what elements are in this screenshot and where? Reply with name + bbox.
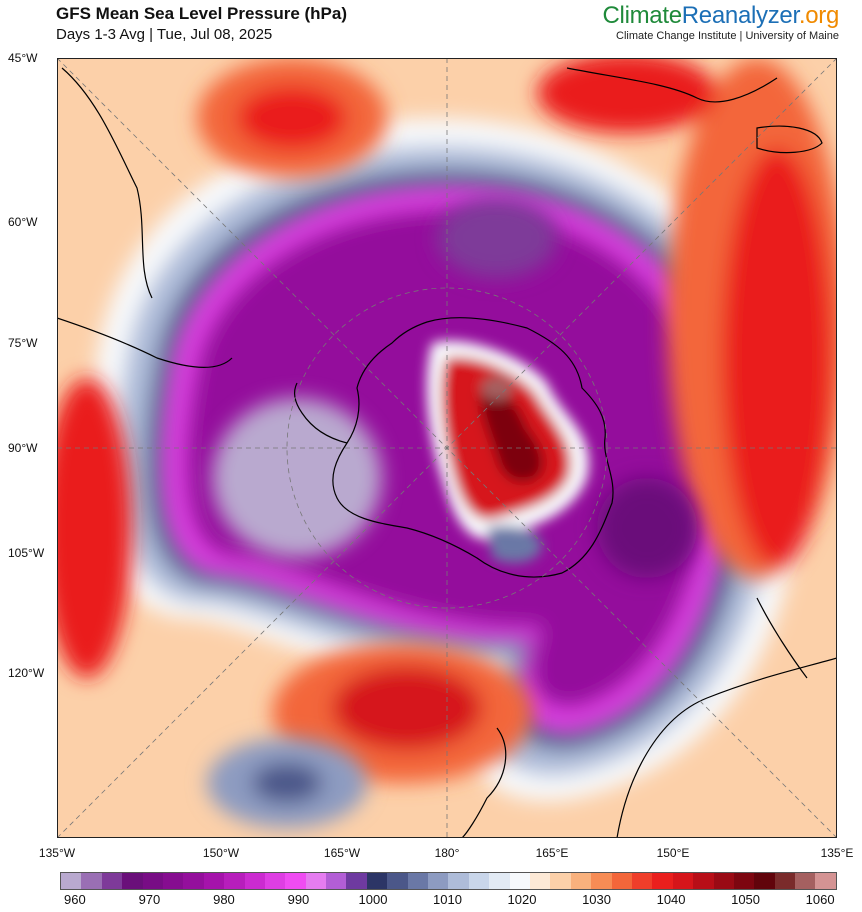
colorbar-tick-label: 960 <box>64 892 86 907</box>
colorbar-cell <box>815 873 836 889</box>
pressure-map <box>57 58 837 838</box>
colorbar-cell <box>529 873 551 889</box>
brand-logo-part-2: Reanalyzer <box>681 2 799 29</box>
colorbar-cell <box>366 873 388 889</box>
colorbar-cell <box>489 873 510 889</box>
left-label-45w: 45°W <box>8 51 38 65</box>
colorbar-tick-label: 1040 <box>656 892 686 907</box>
colorbar-cell <box>244 873 265 889</box>
brand-tagline: Climate Change Institute | University of… <box>616 30 839 42</box>
colorbar-cell <box>672 873 694 889</box>
left-label-120w: 120°W <box>8 666 45 680</box>
colorbar-cell <box>101 873 123 889</box>
colorbar-cell <box>162 873 184 889</box>
colorbar-cell <box>346 873 367 889</box>
colorbar-tick-label: 990 <box>287 892 310 907</box>
colorbar-cell <box>754 873 775 889</box>
brand-logo-part-1: Climate <box>602 2 683 29</box>
colorbar-cell <box>326 873 347 889</box>
coastlines <box>57 67 837 838</box>
colorbar-cell <box>407 873 429 889</box>
colorbar-cell <box>203 873 225 889</box>
colorbar-tick-label: 970 <box>138 892 161 907</box>
colorbar-cell <box>224 873 245 889</box>
colorbar-cell <box>550 873 571 889</box>
colorbar-cell <box>183 873 204 889</box>
colorbar-cell <box>733 873 755 889</box>
colorbar-cell <box>631 873 653 889</box>
colorbar-cell <box>61 873 82 889</box>
left-label-90w: 90°W <box>8 441 38 455</box>
colorbar-cell <box>509 873 530 889</box>
colorbar-tick-label: 1030 <box>582 892 611 907</box>
brand-logo-part-3: .org <box>798 2 839 29</box>
colorbar-cell <box>285 873 306 889</box>
colorbar-cell <box>693 873 714 889</box>
colorbar <box>60 872 837 890</box>
colorbar-cell <box>264 873 286 889</box>
colorbar-cell <box>468 873 490 889</box>
colorbar-tick-label: 1060 <box>805 892 835 907</box>
colorbar-cell <box>122 873 143 889</box>
colorbar-cell <box>795 873 816 889</box>
colorbar-cell <box>591 873 612 889</box>
colorbar-cell <box>305 873 327 889</box>
bottom-label-165e: 165°E <box>535 846 569 860</box>
bottom-label-165w: 165°W <box>323 846 361 860</box>
colorbar-tick-label: 1010 <box>433 892 462 907</box>
colorbar-cell <box>611 873 632 889</box>
bottom-label-150w: 150°W <box>202 846 240 860</box>
colorbar-cell <box>570 873 592 889</box>
left-label-60w: 60°W <box>8 215 38 229</box>
bottom-label-180: 180° <box>434 846 460 860</box>
brand-logo[interactable]: ClimateReanalyzer.org <box>603 2 840 30</box>
left-label-105w: 105°W <box>8 546 45 560</box>
map-subtitle: Days 1-3 Avg | Tue, Jul 08, 2025 <box>56 26 273 43</box>
bottom-label-135e: 135°E <box>820 846 854 860</box>
colorbar-cell <box>713 873 734 889</box>
bottom-label-150e: 150°E <box>656 846 690 860</box>
bottom-label-135w: 135°W <box>38 846 76 860</box>
colorbar-cell <box>142 873 163 889</box>
graticule <box>57 58 837 838</box>
left-label-75w: 75°W <box>8 336 38 350</box>
colorbar-cell <box>428 873 449 889</box>
colorbar-cell <box>81 873 102 889</box>
colorbar-cell <box>448 873 469 889</box>
pressure-map-svg <box>57 58 837 838</box>
colorbar-cell <box>774 873 796 889</box>
colorbar-cell <box>387 873 408 889</box>
map-title: GFS Mean Sea Level Pressure (hPa) <box>56 4 348 23</box>
colorbar-tick-label: 1020 <box>507 892 537 907</box>
colorbar-tick-label: 980 <box>213 892 235 907</box>
colorbar-tick-label: 1000 <box>358 892 388 907</box>
colorbar-cell <box>652 873 673 889</box>
colorbar-tick-label: 1050 <box>731 892 761 907</box>
